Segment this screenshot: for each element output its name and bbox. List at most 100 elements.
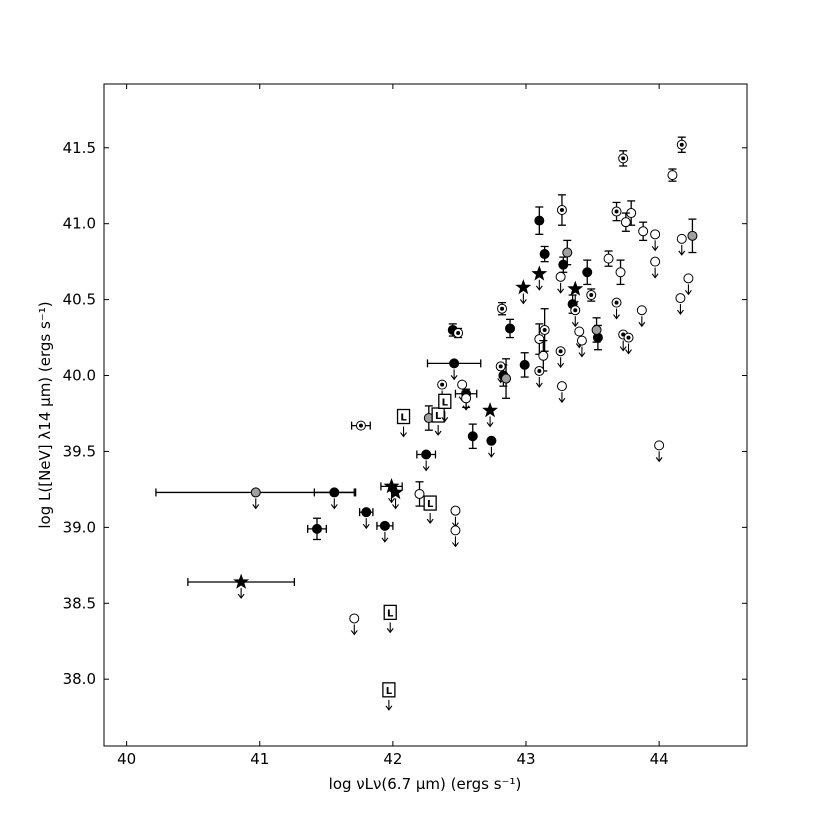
- plot-frame: [103, 83, 748, 747]
- dot-circle-center: [537, 368, 542, 373]
- filled-circle-marker: [505, 323, 516, 334]
- open-circle-marker: [654, 440, 665, 451]
- open-circle-marker: [650, 256, 661, 267]
- dot-circle-center: [559, 208, 564, 213]
- upper-limit-arrowhead: [535, 382, 543, 388]
- filled-circle-marker: [486, 435, 497, 446]
- open-circle-marker: [555, 271, 566, 282]
- upper-limit-arrowhead: [557, 362, 565, 369]
- data-point-L-box: L: [396, 408, 411, 438]
- upper-limit-arrowhead: [578, 352, 586, 358]
- upper-limit-arrowhead: [519, 299, 527, 305]
- y-tick-label: 41.0: [63, 215, 96, 233]
- data-point-open-circle: [414, 481, 425, 507]
- data-point-open-circle: [683, 273, 694, 296]
- data-point-open-circle: [461, 388, 472, 409]
- open-circle-marker: [615, 267, 626, 278]
- open-circle-marker: [675, 293, 686, 304]
- filled-circle-marker: [534, 215, 545, 226]
- l-box-marker: [431, 407, 445, 423]
- l-box-marker: [438, 393, 452, 409]
- data-point-filled-circle: [426, 358, 482, 381]
- x-tick-label: 40: [117, 750, 136, 768]
- y-tick-label: 40.0: [63, 367, 96, 385]
- y-tick-label: 38.0: [63, 670, 96, 688]
- open-circle-marker: [538, 350, 549, 361]
- upper-limit-arrowhead: [452, 542, 459, 548]
- data-point-open-circle: [676, 233, 687, 256]
- upper-limit-arrowhead: [651, 273, 659, 279]
- upper-limit-arrowhead: [558, 397, 566, 404]
- data-point-L-box: L: [431, 407, 445, 436]
- data-point-filled-circle: [534, 206, 545, 235]
- upper-limit-arrowhead: [426, 518, 434, 524]
- star-marker: [531, 265, 548, 281]
- upper-limit-arrowhead: [237, 593, 245, 599]
- y-tick-label: 41.5: [63, 139, 96, 157]
- dot-circle-center: [589, 293, 594, 298]
- upper-limit-arrowhead: [350, 630, 358, 636]
- data-point-filled-circle: [486, 435, 497, 458]
- l-box-letter: L: [386, 686, 393, 697]
- data-point-dot-circle: [453, 327, 464, 339]
- dot-circle-center: [498, 364, 503, 369]
- upper-limit-arrowhead: [434, 430, 442, 436]
- data-point-open-circle: [576, 335, 587, 358]
- l-box-marker: [383, 604, 397, 621]
- dot-circle-center: [456, 331, 461, 336]
- upper-limit-arrowhead: [486, 422, 494, 428]
- data-point-filled-circle: [307, 517, 327, 541]
- x-tick-label: 42: [383, 750, 402, 768]
- upper-limit-arrowhead: [619, 346, 627, 352]
- data-point-L-box: L: [438, 393, 452, 423]
- dot-circle-center: [440, 382, 445, 387]
- data-point-dot-circle: [539, 308, 550, 352]
- data-point-filled-circle: [358, 507, 374, 530]
- filled-circle-marker: [519, 359, 530, 370]
- data-point-open-circle: [349, 613, 360, 636]
- data-point-open-circle: [620, 212, 631, 232]
- dot-circle-center: [573, 308, 578, 313]
- data-point-dot-circle: [556, 194, 567, 226]
- upper-limit-arrowhead: [571, 321, 579, 328]
- upper-limit-arrowhead: [388, 498, 395, 504]
- data-point-open-circle: [534, 323, 545, 355]
- upper-limit-arrowhead: [330, 504, 338, 510]
- upper-limit-arrowhead: [422, 466, 430, 472]
- upper-limit-arrowhead: [362, 523, 370, 530]
- data-point-open-circle: [615, 259, 626, 286]
- gray-circle-marker: [562, 247, 573, 258]
- upper-limit-arrowhead: [676, 309, 684, 316]
- gray-circle-marker: [250, 487, 261, 498]
- upper-limit-arrowhead: [651, 245, 659, 252]
- data-point-filled-circle: [582, 259, 593, 286]
- l-box-letter: L: [427, 499, 434, 510]
- data-point-dot-circle: [623, 332, 634, 355]
- dot-circle-center: [558, 349, 563, 354]
- upper-limit-arrowhead: [385, 705, 393, 711]
- filled-circle-marker: [582, 267, 593, 278]
- dot-circle-center: [614, 209, 619, 214]
- data-point-filled-circle: [505, 318, 516, 339]
- y-tick-label: 38.5: [63, 594, 96, 612]
- dot-circle-center: [679, 142, 684, 147]
- data-point-open-circle: [603, 250, 614, 267]
- gray-circle-marker: [687, 230, 698, 241]
- open-circle-marker: [638, 226, 649, 237]
- data-point-star: [531, 265, 548, 291]
- data-point-open-circle: [450, 525, 461, 548]
- data-point-star: [187, 573, 296, 599]
- y-tick-label: 40.5: [63, 291, 96, 309]
- data-point-dot-circle: [534, 365, 545, 388]
- open-circle-marker: [574, 326, 585, 337]
- x-tick-label: 43: [516, 750, 535, 768]
- upper-limit-arrowhead: [386, 628, 394, 634]
- open-circle-marker: [636, 305, 647, 316]
- data-point-filled-circle: [467, 423, 478, 450]
- data-point-open-circle: [638, 221, 649, 242]
- data-point-open-circle: [650, 229, 661, 252]
- open-circle-marker: [556, 381, 567, 392]
- star-marker: [233, 573, 250, 589]
